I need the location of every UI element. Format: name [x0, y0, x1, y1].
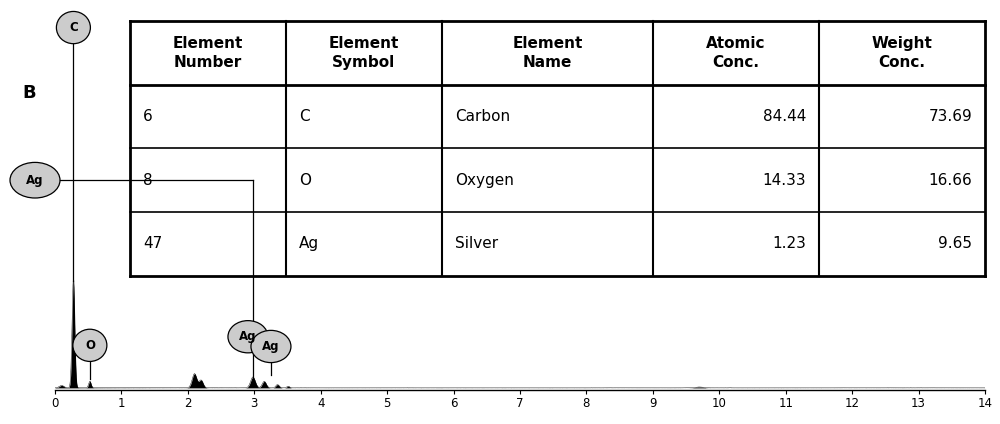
Text: Silver: Silver	[455, 236, 498, 251]
Text: 73.69: 73.69	[928, 109, 972, 124]
Text: Element
Name: Element Name	[512, 36, 583, 70]
Text: Carbon: Carbon	[455, 109, 510, 124]
Text: C: C	[299, 109, 309, 124]
Text: 16.66: 16.66	[928, 173, 972, 188]
Ellipse shape	[56, 11, 90, 44]
Ellipse shape	[228, 321, 268, 353]
Text: 6: 6	[143, 109, 153, 124]
Text: 47: 47	[143, 236, 162, 251]
Text: Weight
Conc.: Weight Conc.	[872, 36, 932, 70]
Ellipse shape	[10, 162, 60, 198]
Text: Atomic
Conc.: Atomic Conc.	[706, 36, 766, 70]
Ellipse shape	[73, 329, 107, 361]
Text: 14.33: 14.33	[763, 173, 806, 188]
Ellipse shape	[251, 330, 291, 363]
Text: Element
Symbol: Element Symbol	[329, 36, 399, 70]
Text: Ag: Ag	[26, 174, 44, 187]
Text: Element
Number: Element Number	[173, 36, 243, 70]
Text: B: B	[22, 84, 36, 102]
Text: Ag: Ag	[262, 340, 280, 353]
Text: Oxygen: Oxygen	[455, 173, 514, 188]
Text: 8: 8	[143, 173, 152, 188]
Text: O: O	[299, 173, 311, 188]
Text: 1.23: 1.23	[772, 236, 806, 251]
Text: 9.65: 9.65	[938, 236, 972, 251]
Text: Ag: Ag	[299, 236, 319, 251]
Text: C: C	[69, 21, 78, 34]
Text: Ag: Ag	[239, 330, 257, 343]
Text: O: O	[85, 339, 95, 352]
Text: 84.44: 84.44	[763, 109, 806, 124]
